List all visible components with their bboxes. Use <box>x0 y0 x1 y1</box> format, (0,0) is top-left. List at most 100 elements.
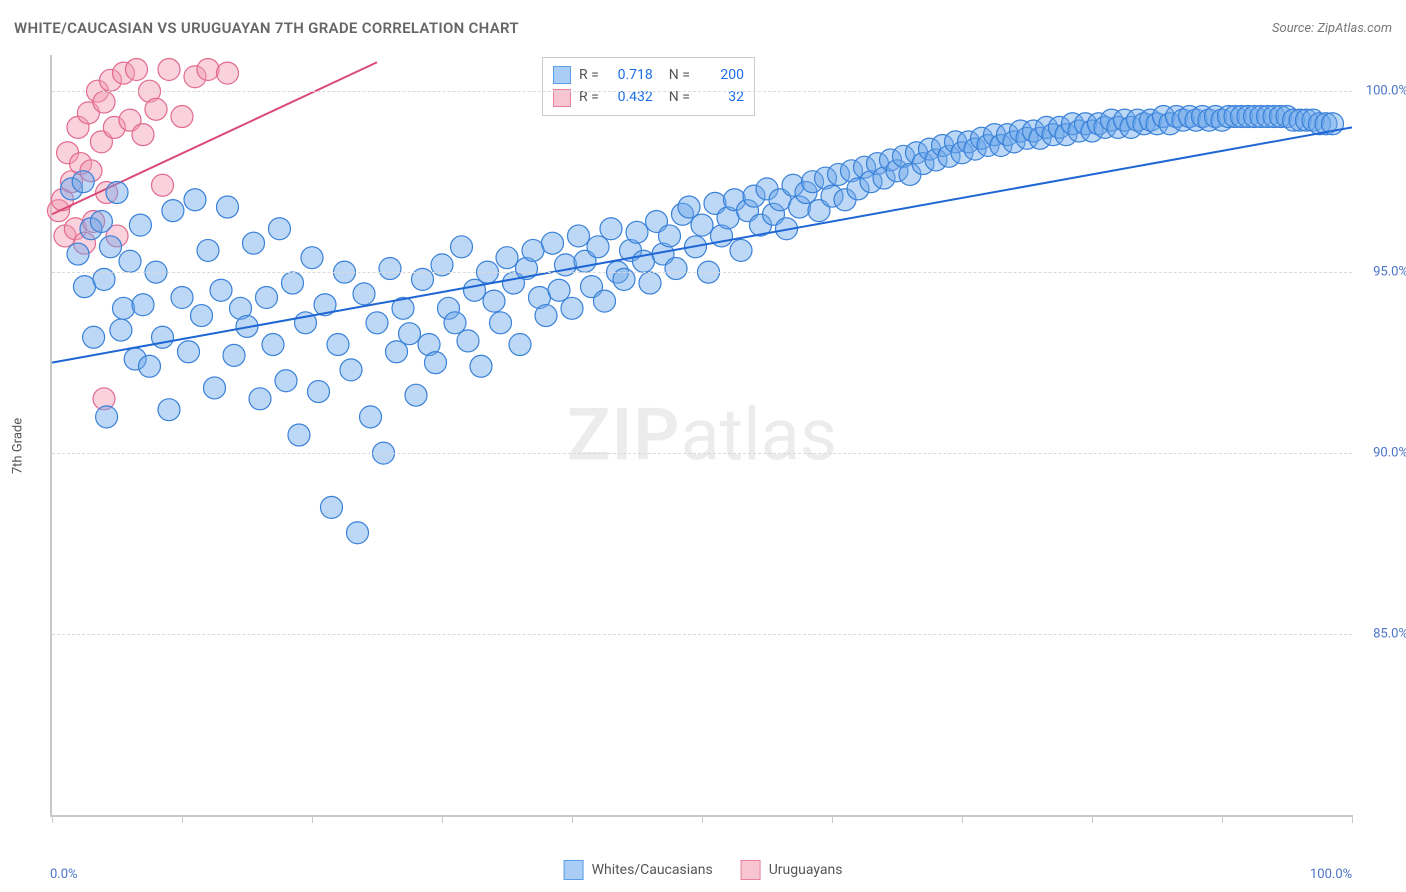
stats-r-label: R = <box>579 64 599 86</box>
stats-n-value: 200 <box>698 64 744 86</box>
scatter-point-a <box>542 232 564 254</box>
scatter-point-a <box>100 236 122 258</box>
legend-label-a: Whites/Caucasians <box>592 862 713 878</box>
scatter-point-a <box>444 312 466 334</box>
y-tick-label: 85.0% <box>1373 627 1406 642</box>
scatter-point-a <box>425 352 447 374</box>
scatter-point-a <box>106 182 128 204</box>
scatter-point-a <box>301 247 323 269</box>
scatter-point-a <box>275 370 297 392</box>
y-tick-label: 90.0% <box>1373 446 1406 461</box>
scatter-point-a <box>110 319 132 341</box>
stats-n-value: 32 <box>698 86 744 108</box>
scatter-point-b <box>93 91 115 113</box>
stats-legend-box: R =0.718N =200R =0.432N =32 <box>542 57 755 116</box>
stats-r-value: 0.718 <box>607 64 653 86</box>
scatter-point-a <box>548 279 570 301</box>
x-tick <box>182 815 183 823</box>
x-tick <box>1352 815 1353 823</box>
scatter-point-a <box>191 305 213 327</box>
scatter-point-a <box>535 305 557 327</box>
scatter-point-a <box>490 312 512 334</box>
scatter-point-a <box>639 272 661 294</box>
scatter-point-a <box>321 496 343 518</box>
scatter-point-a <box>568 225 590 247</box>
legend-item-b: Uruguayans <box>741 860 843 880</box>
scatter-point-a <box>83 326 105 348</box>
x-tick <box>442 815 443 823</box>
scatter-point-a <box>522 239 544 261</box>
scatter-point-a <box>217 196 239 218</box>
scatter-point-a <box>308 381 330 403</box>
x-tick <box>962 815 963 823</box>
legend-swatch-b <box>741 860 761 880</box>
scatter-point-a <box>269 218 291 240</box>
scatter-point-b <box>132 124 154 146</box>
scatter-point-a <box>162 200 184 222</box>
x-axis-max-label: 100.0% <box>1310 867 1352 882</box>
x-tick <box>832 815 833 823</box>
scatter-point-a <box>691 214 713 236</box>
scatter-point-a <box>210 279 232 301</box>
legend-swatch-a <box>564 860 584 880</box>
scatter-point-a <box>288 424 310 446</box>
y-tick-label: 95.0% <box>1373 265 1406 280</box>
scatter-point-a <box>223 344 245 366</box>
x-tick <box>572 815 573 823</box>
scatter-point-a <box>678 196 700 218</box>
scatter-point-a <box>256 286 278 308</box>
stats-n-label: N = <box>669 86 690 108</box>
stats-r-label: R = <box>579 86 599 108</box>
scatter-point-a <box>496 247 518 269</box>
scatter-point-a <box>399 323 421 345</box>
y-tick-label: 100.0% <box>1366 84 1406 99</box>
scatter-point-a <box>171 286 193 308</box>
scatter-point-a <box>665 258 687 280</box>
scatter-point-a <box>90 210 112 232</box>
x-axis-min-label: 0.0% <box>50 867 78 882</box>
scatter-point-a <box>74 276 96 298</box>
scatter-point-b <box>145 98 167 120</box>
scatter-point-b <box>152 174 174 196</box>
scatter-point-a <box>451 236 473 258</box>
stats-row: R =0.432N =32 <box>553 86 744 108</box>
stats-row: R = 0.718 N = 200 <box>553 64 744 86</box>
scatter-point-a <box>457 330 479 352</box>
scatter-point-a <box>386 341 408 363</box>
source-attribution: Source: ZipAtlas.com <box>1272 21 1392 36</box>
scatter-point-b <box>158 58 180 80</box>
scatter-point-a <box>626 221 648 243</box>
legend-bottom: Whites/Caucasians Uruguayans <box>564 860 843 880</box>
scatter-point-a <box>587 236 609 258</box>
scatter-point-a <box>659 225 681 247</box>
x-tick <box>702 815 703 823</box>
scatter-point-a <box>600 218 622 240</box>
gridline <box>52 272 1352 273</box>
gridline <box>52 634 1352 635</box>
x-tick <box>312 815 313 823</box>
scatter-point-a <box>139 355 161 377</box>
gridline <box>52 453 1352 454</box>
scatter-point-a <box>96 406 118 428</box>
scatter-point-a <box>464 279 486 301</box>
scatter-point-a <box>360 406 382 428</box>
scatter-point-a <box>340 359 362 381</box>
scatter-point-b <box>126 58 148 80</box>
scatter-point-a <box>470 355 492 377</box>
stats-n-label: N = <box>669 64 690 86</box>
scatter-point-a <box>129 214 151 236</box>
scatter-point-a <box>67 243 89 265</box>
x-tick <box>52 815 53 823</box>
chart-svg <box>52 55 1352 815</box>
scatter-point-a <box>366 312 388 334</box>
scatter-point-a <box>197 239 219 261</box>
scatter-point-a <box>730 239 752 261</box>
scatter-point-a <box>249 388 271 410</box>
plot-area: ZIPatlas R =0.718N =200R =0.432N =32 85.… <box>50 55 1352 817</box>
scatter-point-a <box>262 334 284 356</box>
scatter-point-a <box>509 334 531 356</box>
legend-label-b: Uruguayans <box>769 862 843 878</box>
scatter-point-a <box>405 384 427 406</box>
scatter-point-a <box>72 171 94 193</box>
x-tick <box>1222 815 1223 823</box>
